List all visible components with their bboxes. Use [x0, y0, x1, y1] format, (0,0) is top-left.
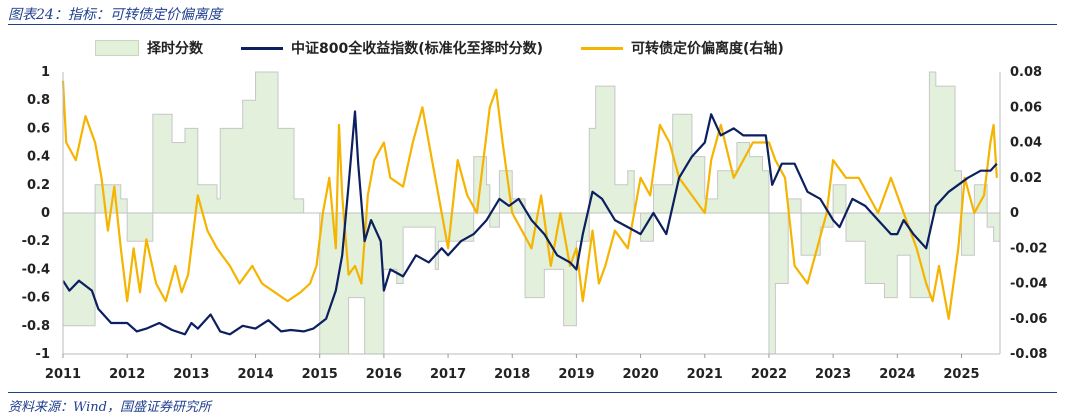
figure-title: 图表24：指标：可转债定价偏离度 [8, 7, 222, 23]
x-tick-label: 2013 [173, 367, 209, 382]
x-tick-label: 2015 [302, 367, 338, 382]
x-tick-label: 2025 [943, 367, 979, 382]
y-left-tick-label: 0 [41, 206, 50, 221]
x-tick-label: 2017 [430, 367, 466, 382]
y-left-tick-label: 0.2 [27, 178, 50, 193]
line-index [62, 110, 998, 336]
source-note: 资料来源：Wind，国盛证券研究所 [8, 400, 211, 415]
x-tick-label: 2018 [494, 367, 530, 382]
y-right-tick-label: 0 [1010, 206, 1019, 221]
y-left-tick-label: -0.8 [22, 319, 50, 334]
x-tick-label: 2022 [751, 367, 787, 382]
title-rule [8, 24, 1057, 25]
source-rule [8, 392, 1057, 393]
x-tick-label: 2023 [815, 367, 851, 382]
y-right-tick-label: 0.06 [1010, 100, 1042, 115]
y-left-tick-label: 0.8 [27, 93, 50, 108]
legend-swatch-deviation [581, 46, 624, 50]
y-left-tick-label: -0.4 [22, 262, 50, 277]
legend-item-index: 中证800全收益指数(标准化至择时分数) [241, 38, 543, 58]
x-tick-label: 2012 [109, 367, 145, 382]
y-right-tick-label: 0.04 [1010, 136, 1042, 151]
y-left-tick-label: 0.6 [27, 121, 50, 136]
y-left-tick-label: -0.6 [22, 291, 50, 306]
x-tick-label: 2024 [879, 367, 915, 382]
line-deviation [61, 80, 998, 320]
chart-legend: 择时分数 中证800全收益指数(标准化至择时分数) 可转债定价偏离度(右轴) [95, 38, 1005, 58]
x-tick-label: 2021 [687, 367, 723, 382]
legend-item-deviation: 可转债定价偏离度(右轴) [581, 38, 784, 58]
legend-swatch-index [241, 46, 283, 50]
y-right-tick-label: -0.06 [1010, 312, 1047, 327]
y-left-tick-label: -1 [36, 347, 50, 362]
y-right-tick-label: 0.08 [1010, 65, 1042, 80]
y-right-tick-label: 0.02 [1010, 171, 1042, 186]
legend-swatch-area [95, 40, 139, 56]
x-tick-label: 2011 [45, 367, 81, 382]
legend-label-timing-score: 择时分数 [147, 41, 203, 57]
x-tick-label: 2016 [366, 367, 402, 382]
legend-item-timing-score: 择时分数 [95, 38, 203, 58]
legend-label-index: 中证800全收益指数(标准化至择时分数) [291, 41, 544, 57]
x-tick-label: 2014 [237, 367, 273, 382]
y-right-tick-label: -0.04 [1010, 277, 1047, 292]
x-tick-label: 2020 [623, 367, 659, 382]
y-left-tick-label: 1 [41, 65, 50, 80]
legend-label-deviation: 可转债定价偏离度(右轴) [631, 41, 784, 57]
x-tick-label: 2019 [558, 367, 594, 382]
y-right-tick-label: -0.08 [1010, 347, 1047, 362]
y-right-tick-label: -0.02 [1010, 241, 1047, 256]
y-left-tick-label: 0.4 [27, 150, 50, 165]
y-left-tick-label: -0.2 [22, 234, 50, 249]
